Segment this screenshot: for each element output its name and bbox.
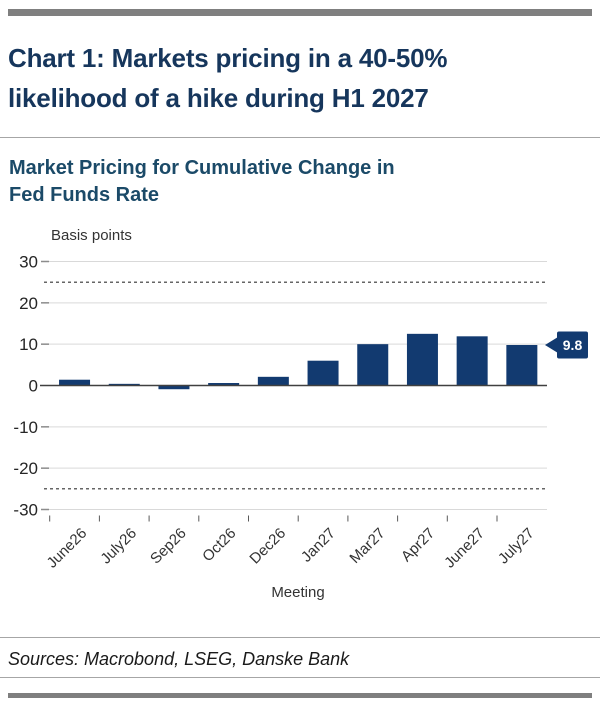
callout-value: 9.8: [563, 337, 583, 353]
y-tick-label: -10: [13, 418, 38, 437]
title-divider: [0, 137, 600, 138]
callout-box: [557, 331, 588, 359]
x-tick-label: Jan27: [298, 525, 339, 566]
x-tick-label: July26: [97, 525, 140, 568]
bar-June27: [456, 336, 488, 386]
y-tick-label: 20: [19, 294, 38, 313]
y-tick-label: 30: [19, 253, 38, 272]
chart-title: Market Pricing for Cumulative Change in …: [9, 155, 597, 209]
x-tick-label: Sep26: [147, 525, 190, 568]
page-title: Chart 1: Markets pricing in a 40-50% lik…: [8, 38, 596, 118]
callout-arrow: [545, 336, 558, 353]
x-axis-title: Meeting: [271, 584, 325, 601]
bar-July26: [108, 383, 140, 386]
bar-Sep26: [158, 385, 190, 390]
bottom-accent-bar: [8, 693, 592, 698]
bar-Jan27: [307, 360, 339, 386]
x-tick-label: June27: [441, 525, 488, 572]
bar-chart: 30 20 10 0 -10 -20 -30 June26 July26 Sep26 Oct26 De…: [13, 253, 588, 572]
bar-Apr27: [406, 333, 438, 386]
sources-text: Sources: Macrobond, LSEG, Danske Bank: [8, 649, 350, 669]
x-tick-label: Apr27: [398, 525, 438, 565]
y-tick-label: 0: [29, 377, 38, 396]
y-tick-label: 10: [19, 335, 38, 354]
bar-Oct26: [208, 383, 240, 386]
x-tick-label: June26: [44, 525, 91, 572]
x-tick-label: Dec26: [246, 525, 289, 568]
y-axis-unit-label: Basis points: [51, 227, 132, 244]
y-tick-label: -20: [13, 459, 38, 478]
chart-title-line-2: Fed Funds Rate: [9, 184, 160, 206]
bar-July27: [506, 344, 538, 386]
sources-divider-top: [0, 637, 600, 638]
x-tick-label: Mar27: [346, 525, 388, 567]
y-tick-label: -30: [13, 500, 38, 519]
bar-June26: [59, 379, 91, 386]
bar-Dec26: [257, 376, 289, 386]
top-accent-bar: [8, 9, 592, 16]
bar-Mar27: [357, 344, 389, 386]
chart-title-line-1: Market Pricing for Cumulative Change in: [9, 157, 395, 179]
x-tick-label: Oct26: [199, 525, 239, 565]
page-title-line-1: Chart 1: Markets pricing in a 40-50%: [8, 43, 448, 73]
sources-divider-bottom: [0, 677, 600, 678]
page-title-line-2: likelihood of a hike during H1 2027: [8, 83, 429, 113]
x-tick-label: July27: [495, 525, 538, 568]
